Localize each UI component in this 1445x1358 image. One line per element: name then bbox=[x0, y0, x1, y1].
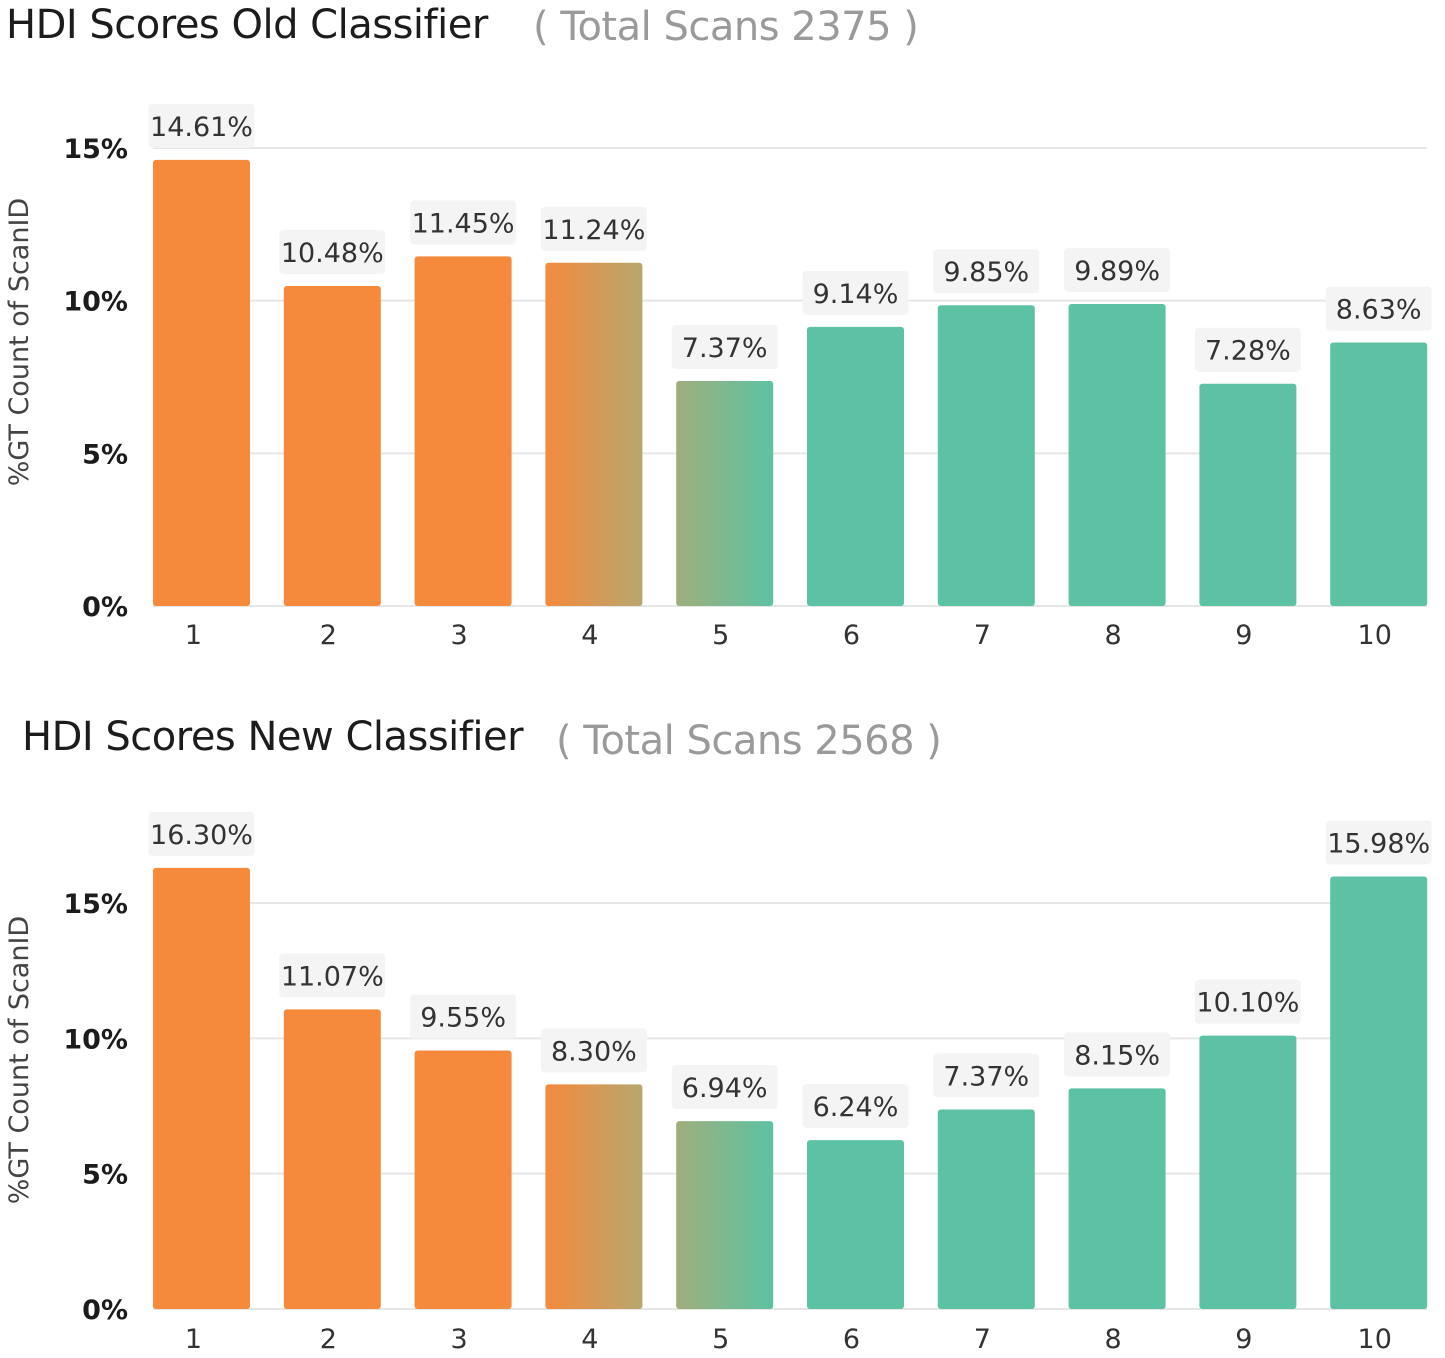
bar-3 bbox=[414, 1050, 512, 1309]
bar-10 bbox=[1330, 876, 1428, 1309]
data-label: 8.30% bbox=[551, 1036, 637, 1067]
y-tick-label: 0% bbox=[82, 1295, 128, 1326]
x-tick-label: 6 bbox=[843, 1324, 860, 1355]
bar-7 bbox=[937, 305, 1035, 606]
data-label-bg bbox=[802, 270, 909, 315]
x-tick-label: 3 bbox=[451, 1324, 468, 1355]
x-tick-label: 2 bbox=[320, 620, 337, 651]
x-tick-label: 10 bbox=[1358, 620, 1392, 651]
data-label-bg bbox=[671, 324, 778, 369]
data-label-bg bbox=[802, 1084, 909, 1129]
data-label-bg bbox=[1064, 248, 1171, 293]
data-label: 7.37% bbox=[943, 1062, 1029, 1093]
data-label-bg bbox=[279, 953, 386, 998]
data-label: 9.14% bbox=[813, 279, 899, 310]
x-tick-label: 7 bbox=[974, 620, 991, 651]
data-label: 16.30% bbox=[150, 820, 253, 851]
data-label-bg bbox=[1064, 1032, 1171, 1077]
data-label: 11.45% bbox=[412, 208, 515, 239]
x-tick-label: 1 bbox=[185, 1324, 202, 1355]
data-label-bg bbox=[540, 206, 647, 251]
data-label-bg bbox=[933, 1053, 1040, 1098]
y-tick-label: 10% bbox=[63, 287, 128, 318]
data-label: 14.61% bbox=[150, 112, 253, 143]
data-label: 8.15% bbox=[1074, 1040, 1160, 1071]
chart-subtitle: ( Total Scans 2375 ) bbox=[533, 4, 919, 50]
data-label: 11.24% bbox=[542, 215, 645, 246]
y-axis-label: %GT Count of ScanID bbox=[4, 198, 35, 486]
bar-1 bbox=[153, 159, 250, 606]
chart-title: HDI Scores New Classifier bbox=[22, 714, 524, 760]
x-tick-label: 3 bbox=[451, 620, 468, 651]
bar-1 bbox=[153, 867, 250, 1309]
x-tick-label: 4 bbox=[581, 620, 598, 651]
bar-2 bbox=[283, 286, 381, 606]
data-label-bg bbox=[1325, 820, 1432, 865]
bar-4 bbox=[545, 262, 643, 606]
bar-10 bbox=[1330, 342, 1428, 606]
data-label-bg bbox=[933, 249, 1040, 294]
bar-3 bbox=[414, 256, 512, 606]
new-classifier-chart: 0% 5% 10% 15% %GT Count of ScanID 16.30% 1 11.0… bbox=[4, 811, 1432, 1355]
x-tick-label: 2 bbox=[320, 1324, 337, 1355]
data-label-bg bbox=[410, 994, 517, 1039]
data-label: 7.37% bbox=[682, 333, 768, 364]
data-label: 10.10% bbox=[1196, 988, 1299, 1019]
data-label-bg bbox=[1194, 327, 1301, 372]
x-tick-label: 5 bbox=[712, 620, 729, 651]
old-classifier-chart: 0% 5% 10% 15% %GT Count of ScanID 14.61% 1 10.4… bbox=[4, 103, 1432, 651]
y-tick-label: 5% bbox=[82, 1160, 128, 1191]
chart-title: HDI Scores Old Classifier bbox=[6, 2, 488, 48]
x-tick-label: 8 bbox=[1105, 1324, 1122, 1355]
data-label-bg bbox=[1325, 286, 1432, 331]
data-label-bg bbox=[540, 1028, 647, 1073]
old-classifier-panel: HDI Scores Old Classifier ( Total Scans … bbox=[0, 0, 1445, 660]
bar-9 bbox=[1199, 1035, 1297, 1309]
y-tick-label: 15% bbox=[63, 134, 128, 165]
x-tick-label: 8 bbox=[1105, 620, 1122, 651]
data-label-bg bbox=[148, 103, 255, 148]
data-label-bg bbox=[671, 1065, 778, 1110]
x-tick-label: 9 bbox=[1235, 620, 1252, 651]
data-label-bg bbox=[1194, 979, 1301, 1024]
data-label: 6.24% bbox=[813, 1092, 899, 1123]
y-tick-label: 5% bbox=[82, 439, 128, 470]
bar-4 bbox=[545, 1084, 643, 1309]
bar-6 bbox=[807, 326, 904, 606]
data-label-bg bbox=[148, 811, 255, 856]
x-tick-label: 5 bbox=[712, 1324, 729, 1355]
data-label: 7.28% bbox=[1205, 336, 1291, 367]
data-label: 9.55% bbox=[420, 1003, 506, 1034]
y-tick-label: 0% bbox=[82, 592, 128, 623]
bar-9 bbox=[1199, 383, 1297, 606]
chart-subtitle: ( Total Scans 2568 ) bbox=[556, 718, 942, 764]
y-tick-label: 10% bbox=[63, 1024, 128, 1055]
bar-8 bbox=[1068, 1088, 1166, 1309]
new-classifier-panel: HDI Scores New Classifier ( Total Scans … bbox=[0, 700, 1445, 1358]
bar-6 bbox=[807, 1140, 904, 1309]
y-tick-label: 15% bbox=[63, 889, 128, 920]
x-tick-label: 9 bbox=[1235, 1324, 1252, 1355]
x-tick-label: 4 bbox=[581, 1324, 598, 1355]
x-tick-label: 1 bbox=[185, 620, 202, 651]
data-label: 9.85% bbox=[943, 257, 1029, 288]
x-tick-label: 10 bbox=[1358, 1324, 1392, 1355]
bar-7 bbox=[937, 1109, 1035, 1309]
data-label: 6.94% bbox=[682, 1073, 768, 1104]
bar-8 bbox=[1068, 304, 1166, 606]
data-label: 8.63% bbox=[1336, 294, 1422, 325]
y-axis-label: %GT Count of ScanID bbox=[4, 916, 35, 1204]
bar-2 bbox=[283, 1009, 381, 1309]
bar-5 bbox=[676, 380, 774, 606]
data-label: 11.07% bbox=[281, 961, 384, 992]
data-label-bg bbox=[279, 230, 386, 275]
x-tick-label: 7 bbox=[974, 1324, 991, 1355]
data-label-bg bbox=[410, 200, 517, 245]
data-label: 10.48% bbox=[281, 238, 384, 269]
x-tick-label: 6 bbox=[843, 620, 860, 651]
data-label: 15.98% bbox=[1327, 828, 1430, 859]
bar-5 bbox=[676, 1121, 774, 1309]
data-label: 9.89% bbox=[1074, 256, 1160, 287]
